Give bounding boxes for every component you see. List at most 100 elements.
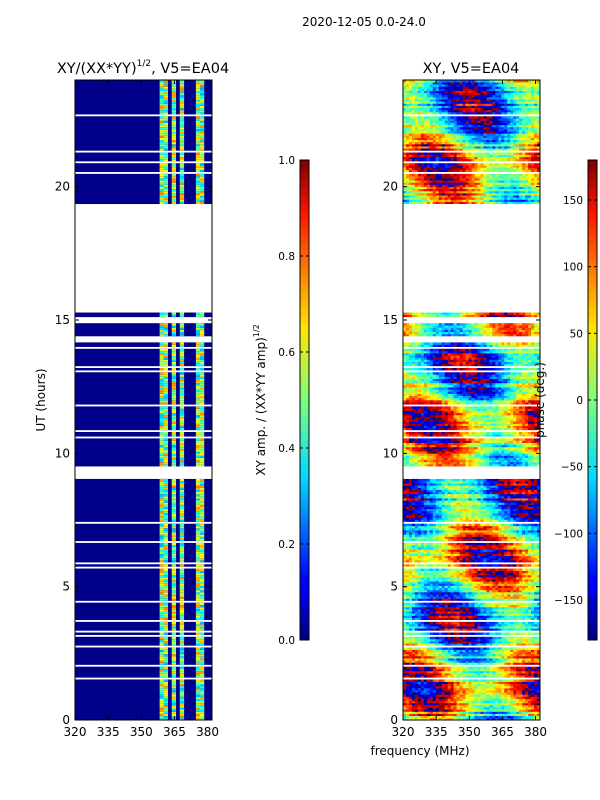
amp-cell [171, 621, 177, 625]
phase-cell [423, 688, 428, 691]
phase-cell [405, 643, 410, 646]
phase-cell [435, 653, 440, 657]
phase-cell [492, 681, 496, 685]
amp-cell [195, 82, 201, 85]
phase-cell [429, 594, 434, 597]
phase-cell [498, 660, 502, 663]
amp-cell [159, 690, 164, 693]
amp-cell [171, 442, 177, 446]
amp-cell [159, 391, 164, 394]
phase-cell [513, 568, 517, 571]
phase-cell [519, 696, 523, 699]
phase-cell [417, 694, 422, 697]
phase-cell [471, 626, 475, 629]
phase-cell [408, 628, 413, 631]
phase-cell [417, 602, 422, 606]
amp-cell [199, 568, 205, 571]
phase-cell [453, 666, 457, 670]
phase-cell [453, 683, 457, 687]
phase-cell [501, 585, 505, 589]
phase-cell [468, 658, 472, 661]
phase-cell [417, 611, 422, 614]
phase-cell [501, 547, 505, 550]
phase-cell [519, 628, 523, 631]
phase-cell [435, 668, 440, 672]
amp-cell [195, 180, 201, 183]
phase-cell [447, 545, 451, 548]
phase-cell [534, 549, 538, 552]
amp-row [75, 331, 212, 335]
amp-cell [171, 658, 177, 661]
phase-cell [537, 647, 540, 650]
phase-cell [420, 711, 425, 714]
phase-cell [525, 662, 529, 665]
amp-cell [195, 579, 201, 582]
phase-cell [423, 611, 428, 614]
phase-cell [483, 711, 487, 714]
phase-cell [456, 690, 460, 693]
phase-cell [411, 538, 416, 542]
phase-cell [489, 688, 493, 691]
phase-cell [504, 606, 508, 610]
phase-cell [408, 660, 413, 663]
amp-cell [171, 506, 177, 510]
amp-cell [179, 525, 185, 529]
phase-cell [489, 638, 493, 642]
amp-cell [195, 668, 201, 672]
phase-cell [507, 615, 511, 618]
phase-cell [423, 668, 428, 672]
amp-cell [159, 481, 164, 484]
amp-cell [179, 653, 185, 657]
phase-cell [498, 715, 502, 719]
phase-cell [438, 651, 443, 655]
amp-cell [199, 118, 205, 121]
phase-cell [453, 609, 457, 612]
phase-cell [465, 609, 469, 612]
phase-cell [498, 602, 502, 606]
phase-cell [483, 545, 487, 548]
amp-row [75, 692, 212, 695]
phase-cell [426, 547, 431, 550]
amp-row [75, 135, 212, 138]
phase-cell [456, 613, 460, 616]
phase-cell [513, 570, 517, 574]
phase-cell [513, 692, 517, 695]
amp-row [75, 647, 212, 650]
phase-cell [522, 589, 526, 593]
amp-cell [159, 120, 164, 123]
phase-cell [453, 604, 457, 608]
phase-cell [426, 638, 431, 642]
amp-cell [163, 523, 168, 527]
phase-cell [483, 658, 487, 661]
phase-cell [459, 656, 463, 659]
phase-cell [462, 570, 466, 574]
amp-cell [195, 711, 201, 714]
phase-cell [444, 587, 448, 591]
phase-cell [429, 647, 434, 650]
phase-cell [498, 617, 502, 621]
amp-cell [195, 152, 201, 155]
phase-cell [414, 626, 419, 629]
phase-cell [462, 613, 466, 616]
phase-cell [453, 662, 457, 665]
phase-cell [480, 675, 484, 678]
amp-cell [163, 517, 168, 520]
phase-cell [498, 626, 502, 629]
phase-cell [408, 696, 413, 699]
phase-cell [492, 628, 496, 631]
phase-cell [522, 679, 526, 682]
phase-cell [423, 577, 428, 580]
phase-cell [534, 651, 538, 655]
phase-cell [426, 653, 431, 657]
amp-cell [179, 491, 185, 495]
phase-cell [504, 711, 508, 714]
phase-cell [468, 572, 472, 576]
phase-cell [462, 717, 466, 720]
amp-cell [195, 666, 201, 670]
amp-xtick-label: 320 [64, 725, 87, 739]
phase-cell [483, 547, 487, 550]
amp-row [75, 178, 212, 181]
phase-cell [447, 581, 451, 584]
amp-cell [179, 372, 185, 375]
phase-cell [429, 662, 434, 665]
